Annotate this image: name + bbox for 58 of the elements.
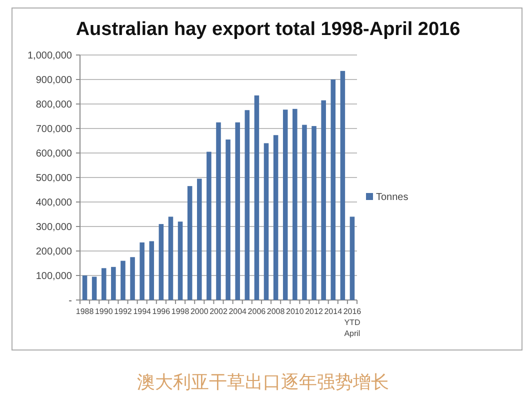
bar xyxy=(302,124,307,300)
y-tick-label: - xyxy=(68,296,72,306)
y-tick-label: 500,000 xyxy=(36,173,72,184)
y-tick-label: 600,000 xyxy=(36,148,72,160)
x-tick-label: 2002 xyxy=(210,307,228,316)
x-tick-label: 1988 xyxy=(76,307,94,316)
bar xyxy=(149,241,154,300)
bar xyxy=(330,80,336,300)
bar xyxy=(120,260,126,300)
y-tick-label: 700,000 xyxy=(36,124,72,135)
y-tick-label: 100,000 xyxy=(36,271,72,282)
bar xyxy=(197,178,202,300)
bar xyxy=(273,135,278,300)
y-tick-label: 300,000 xyxy=(36,222,72,233)
bar xyxy=(235,122,240,300)
bar xyxy=(321,100,326,300)
bar xyxy=(178,222,183,300)
x-tick-label: 1998 xyxy=(171,307,190,316)
x-tick-label: 2008 xyxy=(266,307,286,316)
x-tick-label: 1992 xyxy=(114,307,132,316)
text: 澳大利亚干草出口逐年强势增长 xyxy=(137,372,389,392)
x-tick-label: 1996 xyxy=(152,307,171,316)
bar xyxy=(82,276,88,300)
bar xyxy=(140,242,144,300)
bar xyxy=(168,216,174,300)
bar xyxy=(226,140,230,300)
x-tick-label: 2000 xyxy=(190,307,209,316)
x-tick-label: 1994 xyxy=(133,307,152,316)
x-tick-label: 2010 xyxy=(286,307,304,316)
bar xyxy=(101,268,106,300)
bar xyxy=(187,186,192,300)
bar xyxy=(292,108,298,300)
x-tick-label: 2012 xyxy=(305,307,324,316)
bar xyxy=(206,152,212,300)
y-tick-label: 900,000 xyxy=(36,75,72,86)
chart-title: Australian hay export total 1998-April 2016 xyxy=(76,19,460,40)
bar xyxy=(312,126,316,300)
bar xyxy=(111,266,116,300)
bar xyxy=(350,216,355,300)
bar xyxy=(340,70,346,300)
y-tick-label: 1,000,000 xyxy=(28,50,72,62)
x-tick-label: 2006 xyxy=(248,307,266,316)
x-tick-label: 2016 YTD April xyxy=(343,307,362,338)
x-tick-label: 2014 xyxy=(324,307,343,316)
bar xyxy=(264,143,269,300)
y-tick-label: 800,000 xyxy=(36,100,72,110)
x-tick-label: 1990 xyxy=(94,307,114,316)
y-tick-label: 400,000 xyxy=(36,198,72,208)
bar xyxy=(92,276,97,300)
bar xyxy=(244,110,250,300)
bar xyxy=(254,95,260,300)
y-tick-label: 200,000 xyxy=(36,246,72,258)
bar xyxy=(216,122,221,300)
bar xyxy=(130,257,135,300)
legend-label: Tonnes xyxy=(376,192,408,203)
x-tick-label: 2004 xyxy=(228,307,248,316)
bar xyxy=(158,224,164,300)
bar xyxy=(282,110,288,300)
